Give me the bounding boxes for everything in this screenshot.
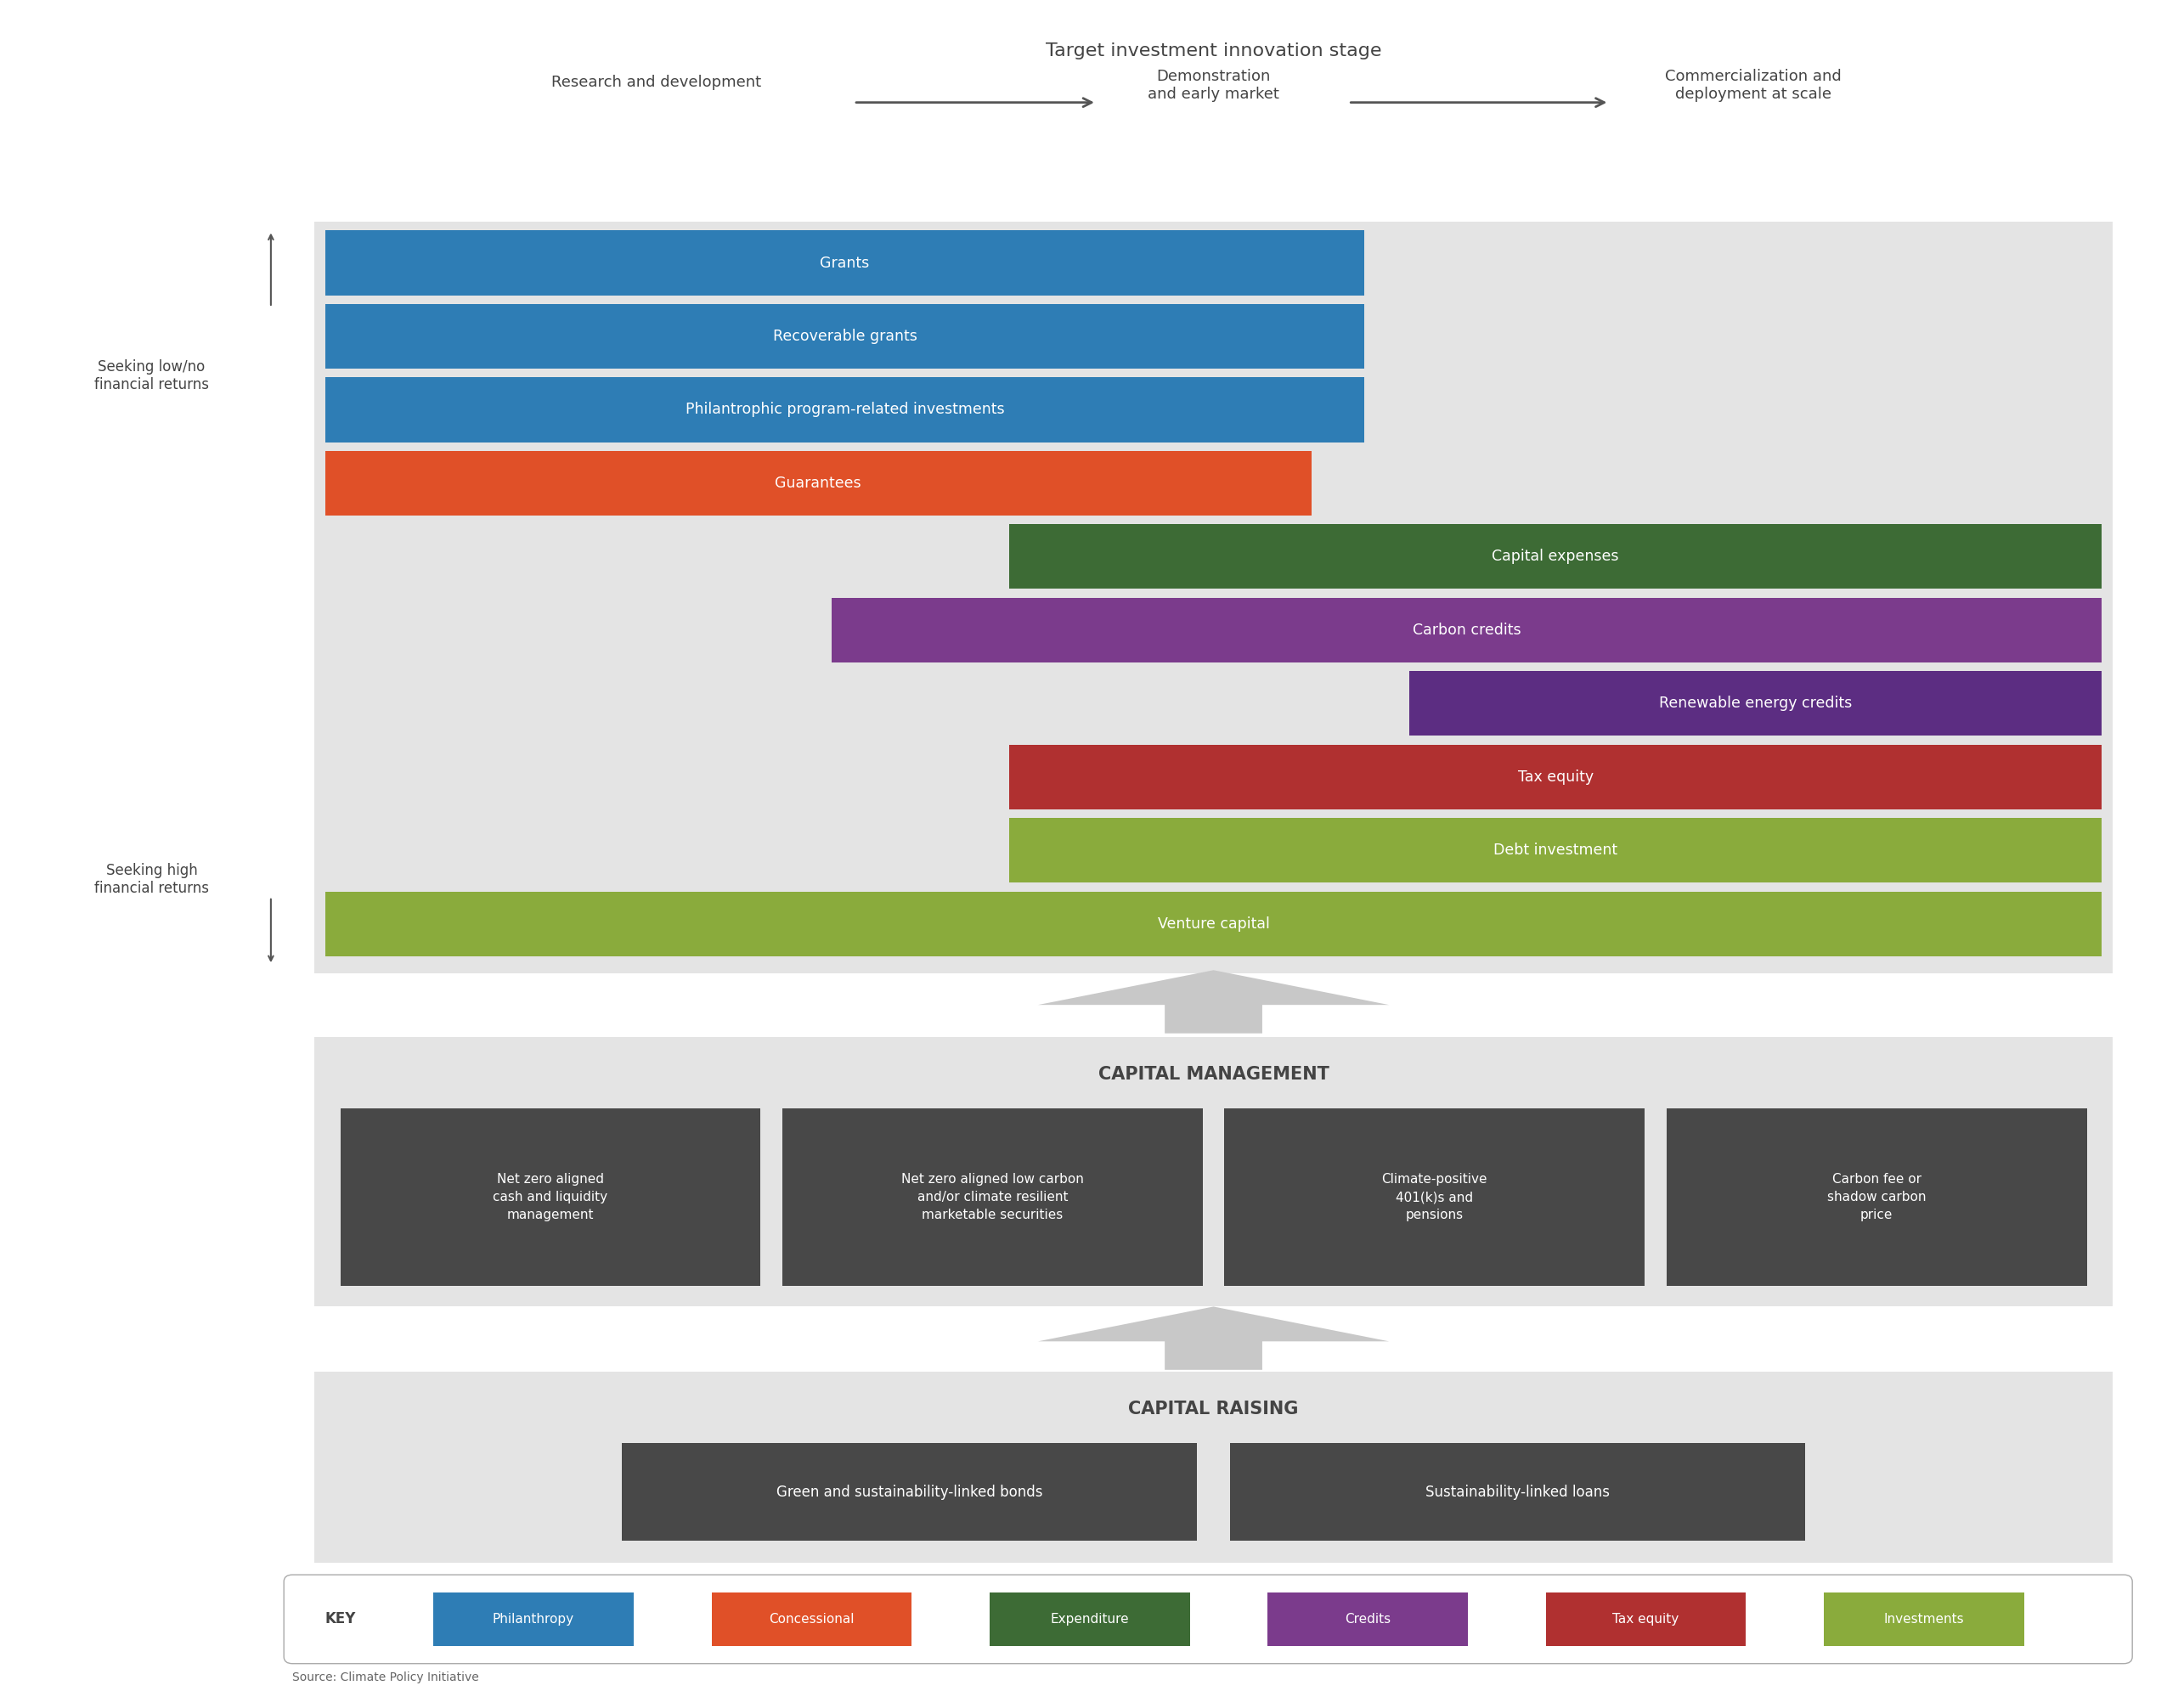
Polygon shape [1038, 1307, 1389, 1370]
Bar [325, 892, 2102, 956]
Text: Debt investment: Debt investment [1493, 842, 1617, 857]
Bar [433, 1592, 633, 1647]
Bar [325, 377, 1365, 442]
Text: Concessional: Concessional [769, 1612, 854, 1626]
Bar [1666, 1108, 2087, 1286]
Text: Credits: Credits [1346, 1612, 1391, 1626]
Text: Venture capital: Venture capital [1157, 915, 1270, 931]
Text: Net zero aligned low carbon
and/or climate resilient
marketable securities: Net zero aligned low carbon and/or clima… [901, 1173, 1084, 1221]
Bar [1010, 745, 2102, 810]
Text: Demonstration
and early market: Demonstration and early market [1149, 68, 1279, 102]
FancyBboxPatch shape [284, 1575, 2132, 1664]
Bar [314, 1372, 2113, 1563]
Text: KEY: KEY [325, 1612, 355, 1626]
Bar [782, 1108, 1203, 1286]
Bar [711, 1592, 912, 1647]
Text: Guarantees: Guarantees [776, 475, 860, 490]
Bar [622, 1443, 1196, 1541]
Text: Philanthropy: Philanthropy [492, 1612, 574, 1626]
Bar [314, 1037, 2113, 1307]
Bar [832, 598, 2102, 663]
Text: Tax equity: Tax equity [1612, 1612, 1679, 1626]
Text: Philantrophic program-related investments: Philantrophic program-related investment… [685, 401, 1003, 417]
Bar [325, 451, 1311, 516]
Bar [1224, 1108, 1645, 1286]
Bar [1010, 524, 2102, 589]
Polygon shape [1038, 970, 1389, 1033]
Text: Carbon credits: Carbon credits [1413, 622, 1521, 637]
Bar [1409, 671, 2102, 736]
Text: CAPITAL MANAGEMENT: CAPITAL MANAGEMENT [1099, 1066, 1328, 1083]
Bar [325, 304, 1365, 369]
Text: Seeking low/no
financial returns: Seeking low/no financial returns [95, 359, 208, 393]
Bar [990, 1592, 1190, 1647]
Bar [1268, 1592, 1467, 1647]
Text: Green and sustainability-linked bonds: Green and sustainability-linked bonds [776, 1484, 1042, 1500]
Text: Seeking high
financial returns: Seeking high financial returns [95, 863, 208, 897]
Bar [1010, 818, 2102, 883]
Text: Sustainability-linked loans: Sustainability-linked loans [1426, 1484, 1610, 1500]
Text: Target investment innovation stage: Target investment innovation stage [1044, 43, 1383, 60]
Bar [325, 231, 1365, 295]
Text: Carbon fee or
shadow carbon
price: Carbon fee or shadow carbon price [1827, 1173, 1926, 1221]
Text: Capital expenses: Capital expenses [1493, 548, 1619, 564]
Text: Tax equity: Tax equity [1517, 769, 1593, 784]
Text: CAPITAL RAISING: CAPITAL RAISING [1129, 1401, 1298, 1418]
Bar [1229, 1443, 1805, 1541]
Text: Investments: Investments [1883, 1612, 1963, 1626]
Bar [314, 222, 2113, 974]
Text: Research and development: Research and development [550, 75, 761, 89]
Bar [340, 1108, 761, 1286]
Text: Commercialization and
deployment at scale: Commercialization and deployment at scal… [1664, 68, 1842, 102]
Text: Source: Climate Policy Initiative: Source: Climate Policy Initiative [293, 1672, 479, 1682]
Text: Net zero aligned
cash and liquidity
management: Net zero aligned cash and liquidity mana… [494, 1173, 607, 1221]
Text: Recoverable grants: Recoverable grants [774, 328, 917, 343]
Bar [1825, 1592, 2024, 1647]
Bar [1545, 1592, 1747, 1647]
Text: Renewable energy credits: Renewable energy credits [1660, 695, 1853, 711]
Text: Climate-positive
401(k)s and
pensions: Climate-positive 401(k)s and pensions [1383, 1173, 1487, 1221]
Text: Expenditure: Expenditure [1051, 1612, 1129, 1626]
Text: Grants: Grants [819, 254, 869, 270]
